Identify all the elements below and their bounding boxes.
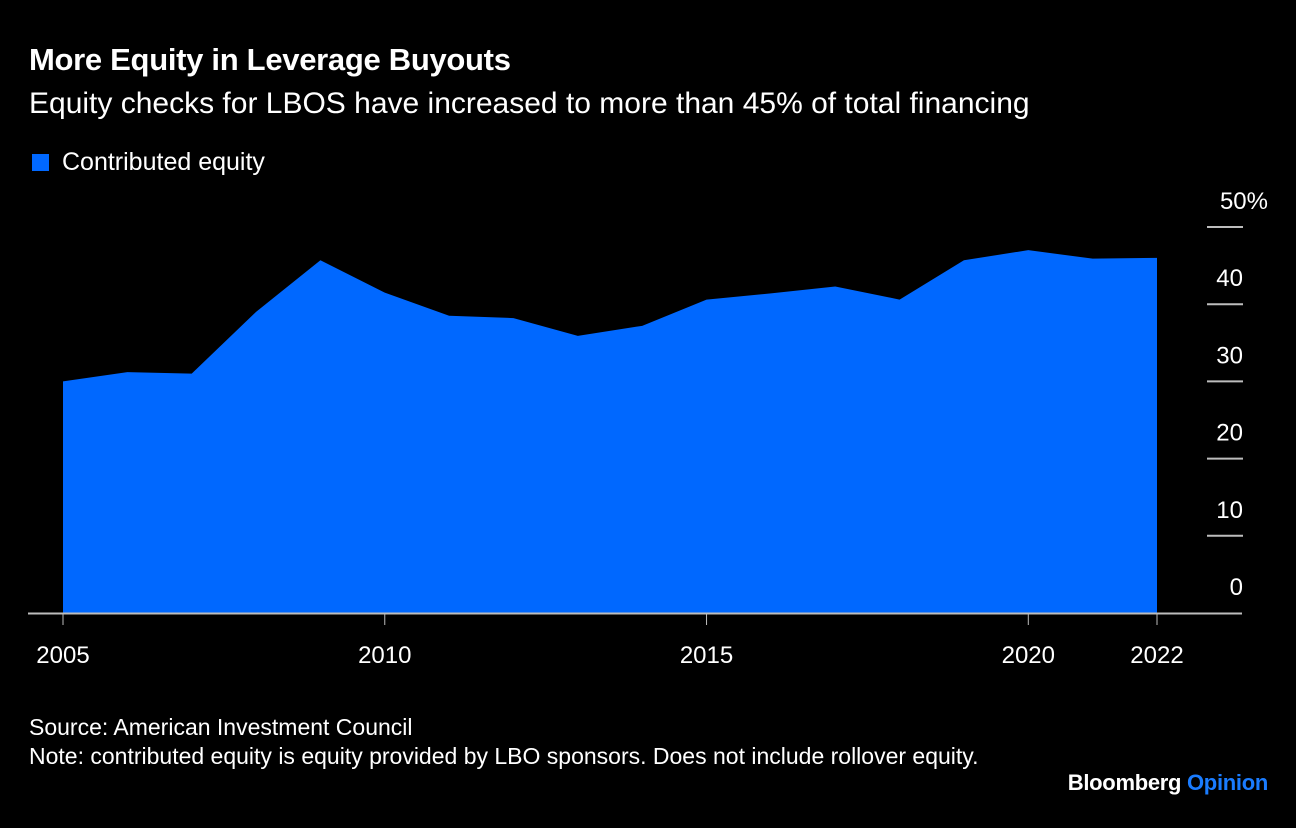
y-tick-label: 40 bbox=[1216, 265, 1243, 292]
chart-title: More Equity in Leverage Buyouts bbox=[29, 42, 511, 77]
x-tick-label: 2005 bbox=[36, 642, 89, 669]
y-tick-label: 20 bbox=[1216, 420, 1243, 447]
brand-name: Bloomberg bbox=[1067, 770, 1182, 795]
legend: Contributed equity bbox=[32, 148, 265, 177]
chart-subtitle: Equity checks for LBOS have increased to… bbox=[29, 87, 1030, 120]
y-tick-label: 10 bbox=[1216, 497, 1243, 524]
y-tick-label: 30 bbox=[1216, 342, 1243, 369]
brand-logo: Bloomberg Opinion bbox=[1067, 770, 1269, 796]
x-tick-label: 2022 bbox=[1130, 642, 1183, 669]
y-tick-label: 50% bbox=[1220, 188, 1268, 215]
legend-label: Contributed equity bbox=[62, 148, 265, 176]
area-series-contributed-equity bbox=[63, 250, 1157, 613]
footnote: Note: contributed equity is equity provi… bbox=[29, 743, 979, 769]
x-tick-label: 2015 bbox=[680, 642, 733, 669]
source-note: Source: American Investment Council bbox=[29, 714, 413, 740]
x-tick-label: 2010 bbox=[358, 642, 411, 669]
brand-section: Opinion bbox=[1187, 770, 1268, 795]
y-tick-label: 0 bbox=[1230, 574, 1243, 601]
legend-swatch bbox=[32, 154, 49, 171]
x-tick-label: 2020 bbox=[1002, 642, 1055, 669]
